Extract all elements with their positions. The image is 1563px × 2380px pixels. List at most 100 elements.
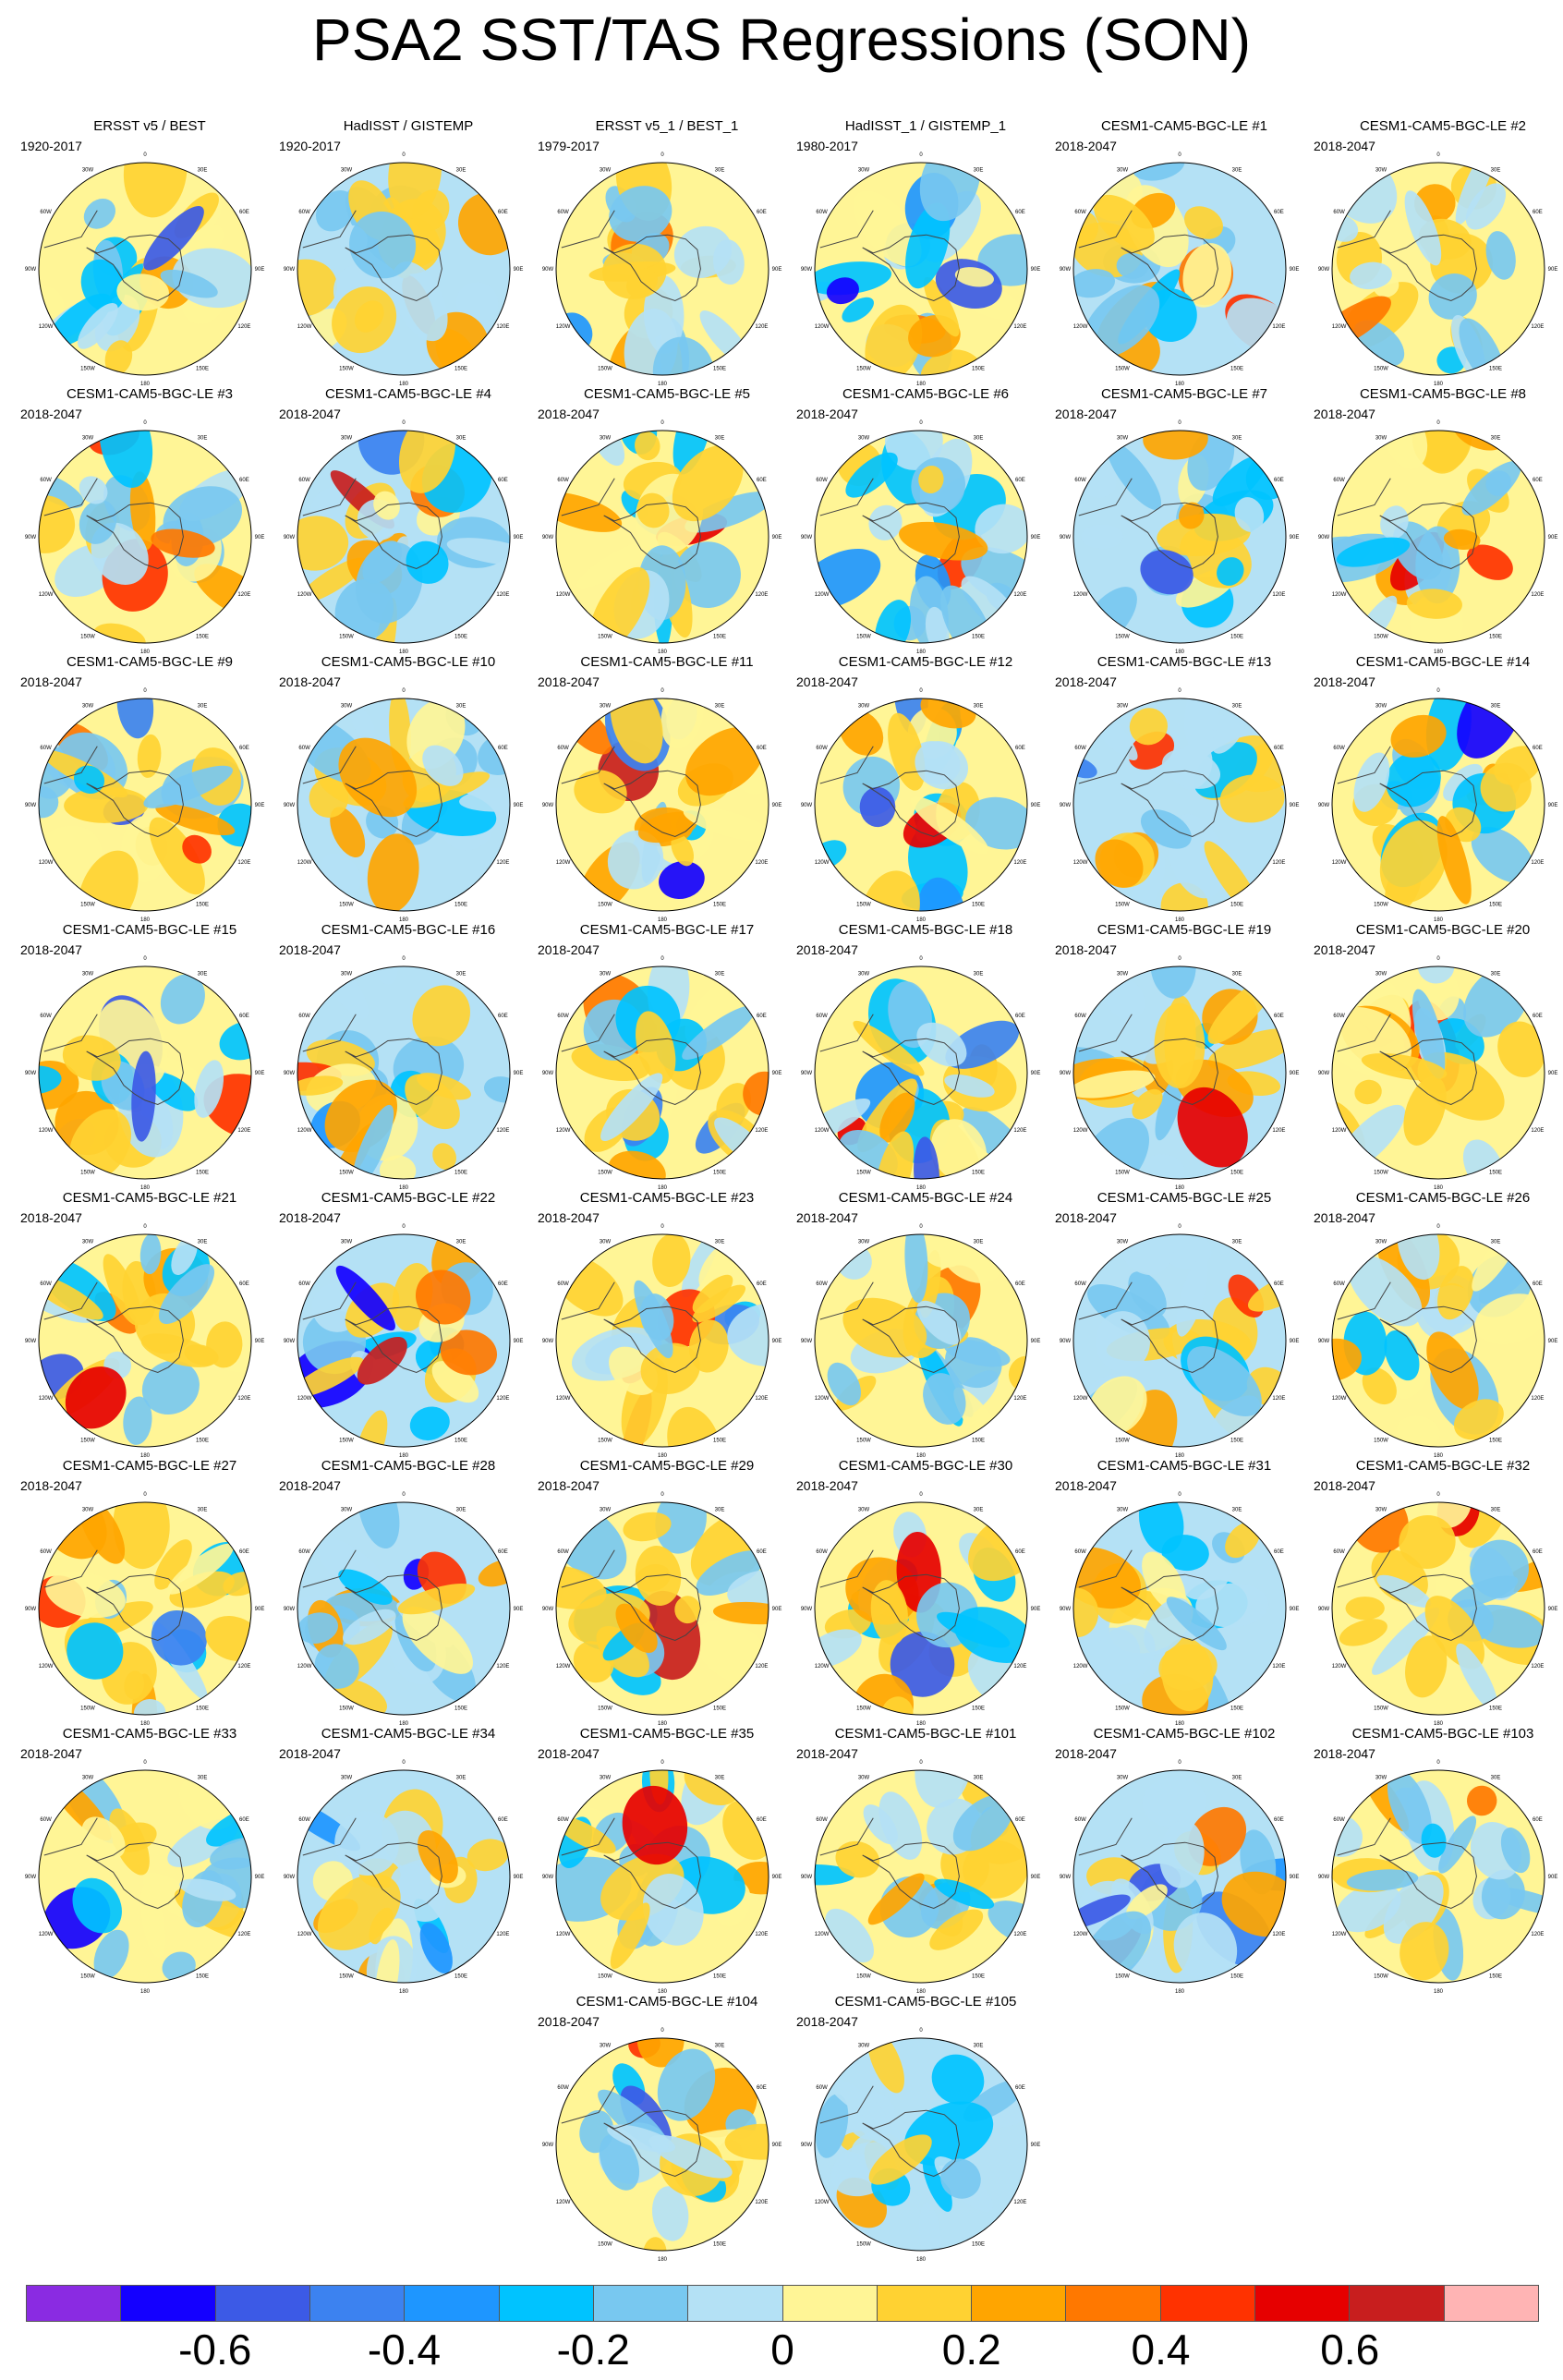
map-boundary bbox=[1331, 430, 1545, 644]
map-panel: 0 30E 60E 90E 120E 150E 180 150W 120W 90W 60W 30W CE… bbox=[1055, 922, 1314, 1191]
longitude-tick-label: 60E bbox=[1274, 478, 1284, 483]
longitude-tick-label: 180 bbox=[140, 650, 151, 655]
longitude-tick-label: 180 bbox=[658, 650, 668, 655]
longitude-tick-label: 30E bbox=[1491, 1508, 1501, 1513]
longitude-tick-label: 120W bbox=[815, 860, 830, 866]
south-america-coastline bbox=[819, 1281, 874, 1320]
longitude-tick-label: 90E bbox=[1290, 1607, 1300, 1612]
longitude-tick-label: 60W bbox=[816, 2085, 828, 2091]
longitude-tick-label: 120W bbox=[556, 324, 571, 330]
longitude-tick-label: 150W bbox=[1374, 1170, 1388, 1175]
longitude-tick-label: 60W bbox=[557, 746, 569, 751]
map-container: 0 30E 60E 90E 120E 150E 180 150W 120W 90W 60W 30W bbox=[279, 682, 528, 932]
map-boundary bbox=[38, 162, 252, 376]
longitude-tick-label: 30W bbox=[341, 1776, 353, 1781]
map-boundary bbox=[555, 1233, 769, 1448]
longitude-tick-label: 60E bbox=[1015, 1817, 1025, 1823]
longitude-tick-label: 60W bbox=[1333, 1281, 1345, 1287]
longitude-tick-label: 150W bbox=[598, 902, 612, 907]
longitude-tick-label: 30E bbox=[198, 704, 208, 710]
longitude-tick-label: 150W bbox=[1374, 1973, 1388, 1979]
longitude-tick-label: 30W bbox=[82, 1508, 94, 1513]
map-container: 0 30E 60E 90E 120E 150E 180 150W 120W 90W 60W 30W bbox=[1055, 1486, 1304, 1736]
south-america-coastline bbox=[1078, 1014, 1133, 1052]
longitude-tick-label: 150W bbox=[1374, 366, 1388, 371]
longitude-tick-label: 30W bbox=[82, 1776, 94, 1781]
longitude-tick-label: 120E bbox=[755, 1932, 768, 1937]
longitude-tick-label: 90E bbox=[255, 1875, 265, 1880]
map-container: 0 30E 60E 90E 120E 150E 180 150W 120W 90W 60W 30W bbox=[796, 1486, 1046, 1736]
longitude-tick-label: 30E bbox=[1491, 972, 1501, 978]
colorbar-tick-label: 0.2 bbox=[941, 2325, 1001, 2374]
longitude-tick-label: 60E bbox=[757, 1014, 767, 1019]
longitude-tick-label: 150W bbox=[1374, 902, 1388, 907]
longitude-tick-label: 120W bbox=[556, 2200, 571, 2205]
panel-title: CESM1-CAM5-BGC-LE #32 bbox=[1355, 1458, 1531, 1474]
map-panel: 0 30E 60E 90E 120E 150E 180 150W 120W 90W 60W 30W CE… bbox=[1314, 654, 1563, 923]
panel-period: 2018-2047 bbox=[538, 942, 600, 957]
longitude-tick-label: 0 bbox=[402, 1224, 406, 1230]
longitude-tick-label: 90E bbox=[514, 1607, 524, 1612]
longitude-tick-label: 30W bbox=[858, 436, 870, 442]
colorbar-box bbox=[121, 2286, 216, 2321]
map-panel: 0 30E 60E 90E 120E 150E 180 150W 120W 90W 60W 30W Ha… bbox=[279, 118, 538, 387]
south-america-coastline bbox=[561, 1014, 615, 1052]
longitude-tick-label: 0 bbox=[402, 152, 406, 158]
panel-title: CESM1-CAM5-BGC-LE #13 bbox=[1097, 654, 1272, 670]
regression-map: 0 30E 60E 90E 120E 150E 180 150W 120W 90W 60W 30W bbox=[542, 688, 782, 923]
map-container: 0 30E 60E 90E 120E 150E 180 150W 120W 90W 60W 30W bbox=[1055, 950, 1304, 1200]
longitude-tick-label: 60E bbox=[1274, 746, 1284, 751]
map-container: 0 30E 60E 90E 120E 150E 180 150W 120W 90W 60W 30W bbox=[279, 414, 528, 664]
regression-map: 0 30E 60E 90E 120E 150E 180 150W 120W 90W 60W 30W bbox=[284, 688, 524, 923]
longitude-tick-label: 30W bbox=[1375, 1776, 1387, 1781]
longitude-tick-label: 0 bbox=[402, 420, 406, 426]
antarctica-coastline bbox=[1121, 770, 1218, 838]
panel-title: CESM1-CAM5-BGC-LE #23 bbox=[579, 1190, 755, 1206]
colorbar-box bbox=[1160, 2286, 1256, 2321]
longitude-tick-label: 0 bbox=[660, 1492, 664, 1498]
longitude-tick-label: 30E bbox=[198, 1240, 208, 1245]
longitude-tick-label: 60W bbox=[557, 1817, 569, 1823]
regression-map: 0 30E 60E 90E 120E 150E 180 150W 120W 90W 60W 30W bbox=[1318, 1760, 1558, 1995]
map-container: 0 30E 60E 90E 120E 150E 180 150W 120W 90W 60W 30W bbox=[538, 950, 787, 1200]
panel-title: CESM1-CAM5-BGC-LE #14 bbox=[1355, 654, 1531, 670]
regression-map: 0 30E 60E 90E 120E 150E 180 150W 120W 90W 60W 30W bbox=[542, 152, 782, 387]
panel-title: ERSST v5 / BEST bbox=[93, 118, 206, 134]
panel-period: 2018-2047 bbox=[1314, 942, 1375, 957]
longitude-tick-label: 90E bbox=[1548, 267, 1558, 273]
longitude-tick-label: 90E bbox=[255, 1339, 265, 1344]
south-america-coastline bbox=[819, 210, 874, 249]
longitude-tick-label: 150W bbox=[80, 1438, 95, 1443]
south-america-coastline bbox=[302, 210, 357, 249]
longitude-tick-label: 90W bbox=[542, 2143, 554, 2148]
longitude-tick-label: 150W bbox=[80, 1706, 95, 1711]
longitude-tick-label: 60W bbox=[298, 1014, 310, 1019]
longitude-tick-label: 0 bbox=[1178, 956, 1181, 962]
south-america-coastline bbox=[43, 746, 98, 784]
longitude-tick-label: 90W bbox=[25, 1339, 37, 1344]
antarctica-coastline bbox=[345, 502, 442, 570]
longitude-tick-label: 60E bbox=[498, 1281, 508, 1287]
longitude-tick-label: 150W bbox=[339, 902, 354, 907]
longitude-tick-label: 90E bbox=[1031, 803, 1041, 808]
longitude-tick-label: 180 bbox=[140, 917, 151, 923]
longitude-tick-label: 90E bbox=[1548, 1607, 1558, 1612]
longitude-tick-label: 60W bbox=[557, 1014, 569, 1019]
longitude-tick-label: 180 bbox=[1175, 1989, 1185, 1995]
longitude-tick-label: 90E bbox=[1548, 1875, 1558, 1880]
regression-map: 0 30E 60E 90E 120E 150E 180 150W 120W 90W 60W 30W bbox=[1318, 688, 1558, 923]
longitude-tick-label: 30W bbox=[600, 2044, 612, 2049]
map-container: 0 30E 60E 90E 120E 150E 180 150W 120W 90W 60W 30W bbox=[1314, 146, 1563, 396]
map-boundary bbox=[1331, 1501, 1545, 1716]
map-container: 0 30E 60E 90E 120E 150E 180 150W 120W 90W 60W 30W bbox=[796, 414, 1046, 664]
map-panel: 0 30E 60E 90E 120E 150E 180 150W 120W 90W 60W 30W CE… bbox=[279, 1190, 538, 1459]
longitude-tick-label: 180 bbox=[1175, 650, 1185, 655]
longitude-tick-label: 30W bbox=[858, 1776, 870, 1781]
longitude-tick-label: 120E bbox=[1013, 592, 1026, 598]
longitude-tick-label: 180 bbox=[916, 1185, 927, 1191]
panel-title: CESM1-CAM5-BGC-LE #21 bbox=[62, 1190, 237, 1206]
longitude-tick-label: 180 bbox=[1434, 1721, 1444, 1727]
longitude-tick-label: 180 bbox=[1175, 1721, 1185, 1727]
south-america-coastline bbox=[819, 746, 874, 784]
longitude-tick-label: 180 bbox=[658, 1721, 668, 1727]
